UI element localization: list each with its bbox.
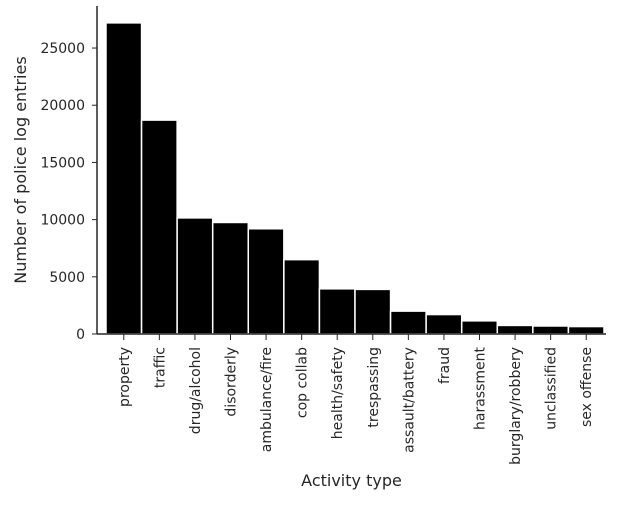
y-tick-label: 15000 bbox=[40, 155, 85, 171]
x-tick-label: sex offense bbox=[579, 347, 595, 427]
bar-traffic bbox=[140, 119, 178, 335]
y-tick-label: 5000 bbox=[49, 270, 85, 286]
y-axis-ticks: 0 5000 10000 15000 20000 25000 bbox=[40, 41, 97, 343]
bar-trespassing bbox=[354, 288, 392, 335]
bar-health-safety bbox=[318, 288, 356, 335]
bars-group bbox=[105, 22, 605, 335]
y-tick-label: 10000 bbox=[40, 213, 85, 229]
bar-disorderly bbox=[211, 221, 250, 335]
x-axis-ticks: property traffic drug/alcohol disorderly amb… bbox=[117, 334, 595, 465]
bar-property bbox=[105, 22, 143, 335]
x-tick-label: assault/battery bbox=[401, 347, 417, 453]
bar-assault-battery bbox=[389, 310, 427, 335]
x-tick-label: drug/alcohol bbox=[188, 347, 204, 434]
x-tick-label: traffic bbox=[152, 347, 168, 388]
x-tick-label: cop collab bbox=[295, 347, 311, 418]
x-axis-title: Activity type bbox=[301, 471, 402, 490]
y-tick-label: 0 bbox=[76, 327, 85, 343]
bar-ambulance-fire bbox=[247, 228, 285, 335]
x-tick-label: harassment bbox=[473, 347, 489, 430]
x-tick-label: disorderly bbox=[224, 347, 240, 417]
bar-cop-collab bbox=[283, 258, 321, 335]
x-tick-label: property bbox=[117, 347, 133, 407]
y-tick-label: 20000 bbox=[40, 98, 85, 114]
bar-harassment bbox=[460, 320, 499, 335]
x-tick-label: unclassified bbox=[544, 347, 560, 430]
bar-burglary-robbery bbox=[496, 324, 534, 335]
x-tick-label: ambulance/fire bbox=[259, 347, 275, 452]
bar-drug-alcohol bbox=[176, 217, 214, 335]
bar-unclassified bbox=[532, 325, 570, 335]
bar-sex-offense bbox=[567, 325, 605, 335]
x-tick-label: fraud bbox=[437, 347, 453, 384]
x-tick-label: burglary/robbery bbox=[508, 347, 524, 465]
x-tick-label: trespassing bbox=[366, 347, 382, 428]
bar-fraud bbox=[425, 313, 463, 335]
y-tick-label: 25000 bbox=[40, 41, 85, 57]
x-tick-label: health/safety bbox=[330, 347, 346, 439]
y-axis-title: Number of police log entries bbox=[11, 56, 30, 283]
